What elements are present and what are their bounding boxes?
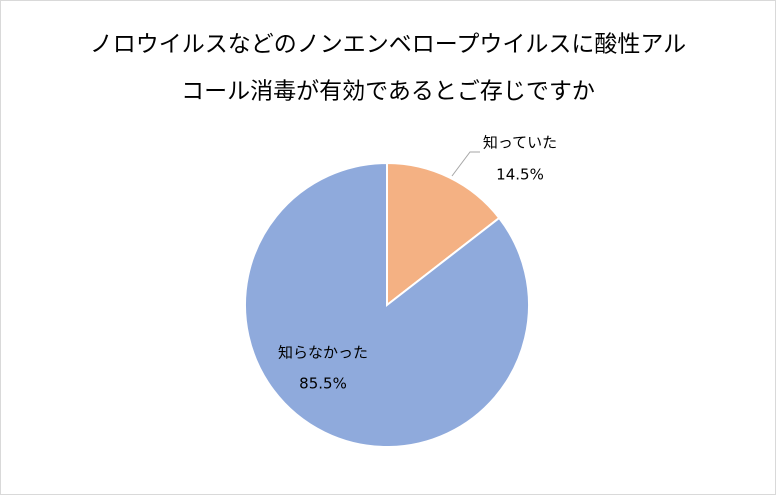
category-label: 知らなかった bbox=[278, 344, 368, 362]
pie-slice bbox=[386, 161, 501, 308]
pie-slice bbox=[244, 161, 530, 448]
value-label: 85.5% bbox=[299, 375, 347, 393]
value-label: 14.5% bbox=[496, 166, 544, 184]
leader-line bbox=[451, 151, 480, 177]
chart-title: ノロウイルスなどのノンエンベロープウイルスに酸性アル bbox=[90, 32, 686, 58]
category-label: 知っていた bbox=[483, 134, 557, 152]
chart-title: コール消毒が有効であるとご存じですか bbox=[181, 79, 595, 105]
